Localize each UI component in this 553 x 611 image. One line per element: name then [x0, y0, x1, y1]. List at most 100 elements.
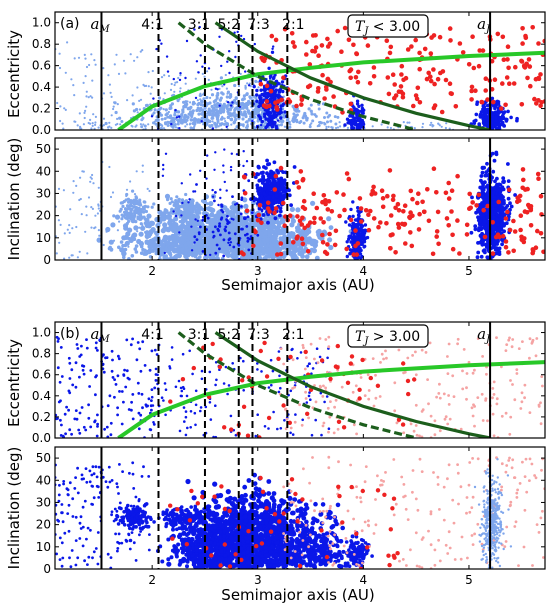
- scatter-point-dark-blue: [505, 204, 509, 208]
- scatter-point-dark-blue: [358, 211, 361, 214]
- scatter-point-red: [387, 92, 392, 97]
- scatter-point-red: [314, 45, 319, 50]
- scatter-point-light-blue: [153, 111, 156, 114]
- scatter-point-red: [448, 26, 453, 31]
- scatter-point-dark-blue: [273, 97, 276, 100]
- scatter-point-red: [273, 100, 278, 105]
- scatter-point-dark-blue: [195, 97, 197, 99]
- scatter-point-light-blue: [92, 122, 94, 124]
- scatter-point-red: [496, 200, 501, 205]
- scatter-point-red: [425, 77, 430, 82]
- scatter-point-light-blue: [143, 252, 147, 256]
- scatter-point-light-blue: [222, 109, 225, 112]
- scatter-point-dark-blue: [281, 197, 285, 201]
- scatter-point-light-blue: [108, 166, 110, 168]
- scatter-point-dark-blue: [508, 201, 512, 205]
- scatter-point-light-blue: [112, 191, 114, 193]
- scatter-point-light-blue: [196, 203, 201, 208]
- scatter-point-light-blue: [88, 96, 90, 98]
- scatter-point-light-blue: [136, 56, 138, 58]
- scatter-point-red: [345, 171, 350, 176]
- scatter-point-light-blue: [122, 255, 126, 259]
- scatter-point-light-blue: [207, 119, 210, 122]
- scatter-point-dark-blue: [266, 221, 270, 225]
- scatter-point-dark-blue: [269, 77, 271, 79]
- scatter-point-light-blue: [83, 123, 85, 125]
- scatter-point-dark-blue: [222, 171, 224, 173]
- scatter-point-dark-blue: [196, 238, 199, 241]
- scatter-point-light-blue: [319, 122, 321, 124]
- scatter-point-light-blue: [169, 236, 173, 240]
- scatter-point-dark-blue: [162, 175, 164, 177]
- scatter-point-light-blue: [179, 87, 181, 89]
- scatter-point-dark-blue: [209, 254, 211, 256]
- scatter-point-dark-blue: [178, 127, 180, 129]
- scatter-point-dark-blue: [493, 159, 497, 163]
- scatter-point-dark-blue: [485, 111, 489, 115]
- scatter-point-light-blue: [254, 111, 257, 114]
- scatter-point-red: [308, 83, 313, 88]
- scatter-point-light-blue: [150, 93, 152, 95]
- scatter-point-light-blue: [406, 122, 408, 124]
- scatter-point-light-blue: [111, 114, 113, 116]
- scatter-point-light-blue: [58, 242, 60, 244]
- scatter-point-dark-blue: [184, 77, 186, 79]
- scatter-point-light-blue: [116, 123, 118, 125]
- scatter-point-light-blue: [147, 123, 149, 125]
- scatter-point-light-blue: [68, 224, 70, 226]
- panel-a-inc-points: [55, 148, 546, 261]
- scatter-point-dark-blue: [355, 218, 358, 221]
- y-tick-label: 0.4: [32, 80, 51, 94]
- scatter-point-red: [480, 100, 485, 105]
- scatter-point-light-blue: [88, 64, 90, 66]
- scatter-point-dark-blue: [259, 89, 262, 92]
- scatter-point-red: [351, 43, 356, 48]
- scatter-point-red: [312, 216, 317, 221]
- scatter-point-dark-blue: [219, 105, 221, 107]
- scatter-point-light-blue: [313, 244, 318, 249]
- scatter-point-dark-blue: [355, 236, 358, 239]
- scatter-point-dark-blue: [254, 43, 256, 45]
- scatter-point-light-blue: [125, 231, 130, 236]
- scatter-point-dark-blue: [480, 214, 484, 218]
- scatter-point-light-blue: [169, 256, 173, 260]
- scatter-point-light-blue: [80, 128, 82, 130]
- scatter-point-light-blue: [220, 248, 224, 252]
- scatter-point-red: [391, 72, 396, 77]
- scatter-point-dark-blue: [262, 213, 266, 217]
- scatter-point-red: [313, 33, 318, 38]
- scatter-point-light-blue: [98, 127, 100, 129]
- scatter-point-light-blue: [188, 207, 193, 212]
- scatter-point-red: [267, 104, 272, 109]
- scatter-point-light-blue: [211, 114, 214, 117]
- scatter-point-dark-blue: [357, 214, 360, 217]
- scatter-point-light-blue: [98, 187, 100, 189]
- scatter-point-light-blue: [292, 120, 295, 123]
- scatter-point-light-blue: [118, 73, 120, 75]
- scatter-point-red: [320, 43, 325, 48]
- scatter-point-dark-blue: [347, 237, 350, 240]
- scatter-point-dark-blue: [503, 110, 507, 114]
- scatter-point-dark-blue: [499, 118, 503, 122]
- scatter-point-dark-blue: [227, 101, 229, 103]
- scatter-point-light-blue: [243, 104, 246, 107]
- scatter-point-dark-blue: [179, 79, 181, 81]
- scatter-point-dark-blue: [266, 163, 270, 167]
- scatter-point-light-blue: [90, 127, 92, 129]
- panel-a-ecc-points: [54, 23, 547, 131]
- scatter-point-light-blue: [325, 126, 327, 128]
- scatter-point-light-blue: [120, 240, 124, 244]
- scatter-point-light-blue: [115, 54, 117, 56]
- scatter-point-light-blue: [165, 241, 169, 245]
- scatter-point-red: [473, 88, 478, 93]
- scatter-point-red: [506, 66, 511, 71]
- scatter-point-red: [520, 102, 525, 107]
- scatter-point-red: [335, 29, 340, 34]
- scatter-point-light-blue: [198, 255, 202, 259]
- scatter-point-dark-blue: [359, 252, 362, 255]
- scatter-point-dark-blue: [174, 109, 176, 111]
- scatter-point-dark-blue: [500, 197, 504, 201]
- scatter-point-light-blue: [221, 85, 223, 87]
- scatter-point-light-blue: [117, 246, 121, 250]
- scatter-point-dark-blue: [214, 191, 217, 194]
